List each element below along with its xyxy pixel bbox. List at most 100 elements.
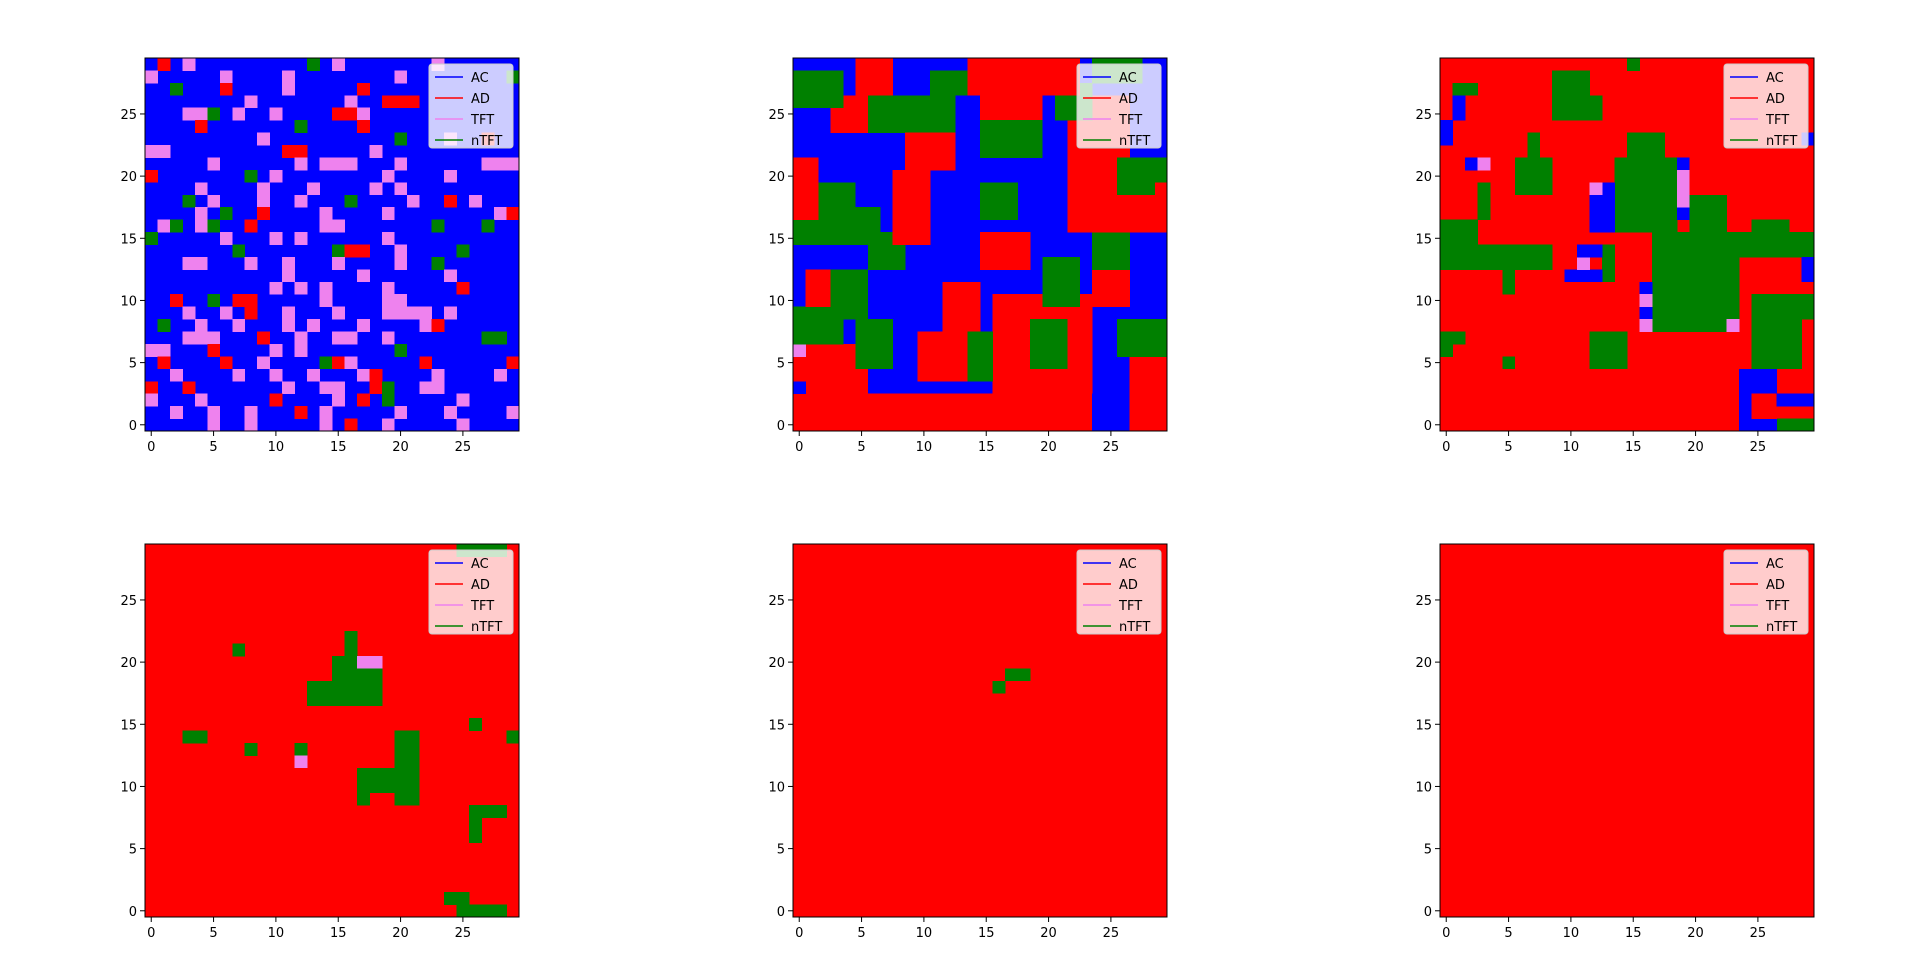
heatmap-cell	[344, 418, 358, 432]
legend-label-ntft: nTFT	[1766, 134, 1797, 149]
legend-label-ntft: nTFT	[1766, 620, 1797, 635]
heatmap-cell	[319, 356, 333, 370]
heatmap-cell	[194, 219, 208, 233]
heatmap-cell	[157, 58, 171, 71]
heatmap-cell	[157, 356, 171, 370]
x-tick-label: 15	[1625, 440, 1642, 455]
heatmap-cell	[394, 406, 408, 419]
heatmap-cell	[157, 219, 171, 233]
heatmap-cell	[332, 306, 345, 320]
legend-box	[428, 63, 514, 149]
heatmap-cell	[494, 207, 507, 221]
heatmap-cell	[232, 107, 246, 121]
heatmap-cell	[282, 82, 295, 96]
axes-frame	[144, 57, 520, 432]
heatmap-cell	[207, 219, 221, 233]
heatmap-cell	[182, 58, 196, 71]
heatmap-cell	[194, 107, 208, 121]
heatmap-cell	[381, 306, 395, 320]
legend-box	[1076, 63, 1162, 149]
y-tick-label: 5	[1424, 357, 1432, 372]
heatmap-cell	[830, 269, 869, 320]
heatmap-cell	[855, 58, 894, 96]
legend-label-ad: AD	[471, 578, 490, 593]
y-tick-label: 5	[1424, 843, 1432, 858]
legend-label-ac: AC	[1766, 71, 1784, 86]
heatmap-cell	[1092, 269, 1130, 308]
x-tick-label: 20	[1040, 440, 1057, 455]
heatmap-cell	[481, 157, 495, 171]
heatmap-cell	[356, 393, 370, 407]
heatmap-cell	[182, 331, 196, 345]
heatmap-cell	[431, 381, 445, 395]
heatmap-cell	[431, 368, 445, 382]
x-tick-label: 10	[916, 440, 933, 455]
heatmap-cell	[381, 207, 395, 221]
heatmap-cell	[182, 306, 196, 320]
legend-label-ac: AC	[1119, 557, 1137, 572]
legend-box	[1723, 63, 1809, 149]
heatmap-cell	[444, 406, 458, 419]
heatmap-cell	[207, 418, 221, 432]
heatmap-cell	[1776, 393, 1815, 407]
heatmap-cell	[356, 767, 420, 794]
legend-label-tft: TFT	[1118, 599, 1142, 614]
heatmap-cell	[1092, 393, 1130, 432]
heatmap-cell	[1477, 182, 1491, 221]
heatmap-cell	[319, 381, 333, 395]
heatmap-cell	[344, 194, 358, 208]
heatmap-cell	[157, 343, 171, 357]
x-tick-label: 5	[209, 440, 217, 455]
heatmap-cell	[145, 70, 158, 84]
heatmap-cell	[145, 169, 158, 183]
y-tick-label: 10	[120, 780, 137, 795]
heatmap-cell	[169, 294, 183, 308]
heatmap-cell	[481, 331, 495, 345]
x-tick-label: 25	[1103, 926, 1120, 941]
heatmap-cell	[444, 892, 470, 905]
heatmap-cell	[1564, 269, 1603, 283]
heatmap-cell	[344, 631, 358, 657]
heatmap-cell	[207, 343, 221, 357]
heatmap-cell	[244, 742, 258, 756]
heatmap-cell	[294, 145, 308, 158]
heatmap-cell	[207, 406, 221, 419]
heatmap-cells	[992, 668, 1031, 694]
y-tick-label: 10	[120, 294, 137, 309]
heatmap-cell	[506, 406, 520, 419]
heatmap-cell	[1801, 294, 1815, 320]
legend-label-ac: AC	[1119, 71, 1137, 86]
heatmap-cell	[381, 418, 395, 432]
legend-box	[1723, 549, 1809, 635]
heatmap-cell	[356, 368, 370, 382]
legend: AC AD TFT nTFT	[428, 549, 514, 635]
legend-label-tft: TFT	[1118, 113, 1142, 128]
heatmap-cell	[394, 70, 408, 84]
y-tick-label: 0	[129, 419, 137, 434]
x-tick-label: 20	[1040, 926, 1057, 941]
heatmap-cell	[469, 718, 482, 731]
heatmap-cell	[456, 904, 507, 918]
heatmap-cell	[1117, 157, 1168, 183]
heatmap-cell	[394, 95, 408, 109]
heatmap-cell	[892, 169, 931, 221]
y-tick-label: 25	[1415, 108, 1432, 123]
heatmap-cell	[344, 356, 358, 370]
x-tick-label: 0	[795, 440, 803, 455]
heatmap-cell	[244, 406, 258, 419]
panel-2: 0 5 10 15 20 25 0 5 10 15 20 25 AC AD TFT nTFT	[768, 57, 1168, 455]
heatmap-cell	[469, 805, 507, 818]
heatmap-cell	[892, 219, 931, 245]
axes-frame	[1439, 57, 1815, 432]
y-tick-label: 20	[1415, 170, 1432, 185]
x-tick-label: 5	[857, 926, 865, 941]
heatmap-cell	[1726, 319, 1740, 332]
heatmap-cell	[269, 107, 283, 121]
heatmap-cell	[332, 58, 345, 71]
heatmap-cell	[381, 95, 395, 109]
heatmap-cell	[1639, 319, 1653, 332]
heatmap-cell	[1042, 256, 1081, 308]
heatmap-cell	[244, 418, 258, 432]
y-tick-label: 15	[120, 718, 137, 733]
heatmap-cell	[1514, 157, 1553, 196]
